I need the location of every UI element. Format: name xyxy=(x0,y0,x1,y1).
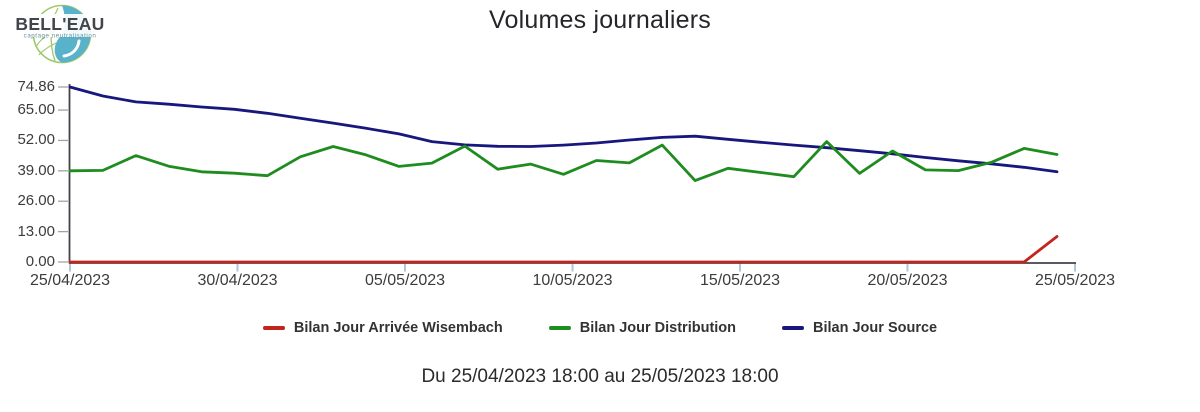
brand-tagline: captage neutralisation xyxy=(24,33,97,40)
y-tick-label: 52.00 xyxy=(17,131,55,149)
logo-text-backplate xyxy=(18,14,102,37)
legend-item: Bilan Jour Arrivée Wisembach xyxy=(262,320,503,336)
x-tick-label: 30/04/2023 xyxy=(197,272,278,289)
y-tick-label: 74.86 xyxy=(17,78,55,95)
y-tick-label: 39.00 xyxy=(17,161,55,179)
series-line-bilan-jour-source xyxy=(68,85,1059,174)
series-line-bilan-jour-arrivee-wisembach xyxy=(68,235,1059,264)
x-tick-label: 15/05/2023 xyxy=(699,272,781,289)
brand-name: BELL'EAU xyxy=(15,14,104,34)
legend-swatch-icon xyxy=(782,326,805,330)
legend-item: Bilan Jour Source xyxy=(782,320,937,336)
legend-swatch-icon xyxy=(262,326,285,330)
legend-item: Bilan Jour Distribution xyxy=(548,320,737,336)
x-tick-label: 25/04/2023 xyxy=(29,272,111,289)
date-range-label: Du 25/04/2023 18:00 au 25/05/2023 18:00 xyxy=(421,366,779,387)
legend-swatch-icon xyxy=(548,326,571,330)
legend-label: Bilan Jour Source xyxy=(813,320,938,336)
y-tick-label: 26.00 xyxy=(17,192,55,210)
water-swoosh-icon xyxy=(62,39,81,58)
legend-label: Bilan Jour Distribution xyxy=(579,320,737,336)
y-tick-label: 0.00 xyxy=(25,253,55,270)
x-tick-label: 10/05/2023 xyxy=(532,272,613,289)
y-tick-label: 13.00 xyxy=(17,222,55,240)
x-tick-label: 20/05/2023 xyxy=(867,272,948,289)
legend-label: Bilan Jour Arrivée Wisembach xyxy=(293,320,503,336)
x-tick-label: 05/05/2023 xyxy=(364,272,446,289)
x-tick-label: 25/05/2023 xyxy=(1034,272,1116,289)
series-line-bilan-jour-distribution xyxy=(68,140,1059,183)
logo: BELL'EAU captage neutralisation xyxy=(15,4,104,64)
page-title: Volumes journaliers xyxy=(489,6,711,34)
legend: Bilan Jour Arrivée Wisembach Bilan Jour D… xyxy=(0,318,1200,338)
leaf-vein-icon xyxy=(38,42,57,56)
y-tick-label: 65.00 xyxy=(17,101,55,119)
